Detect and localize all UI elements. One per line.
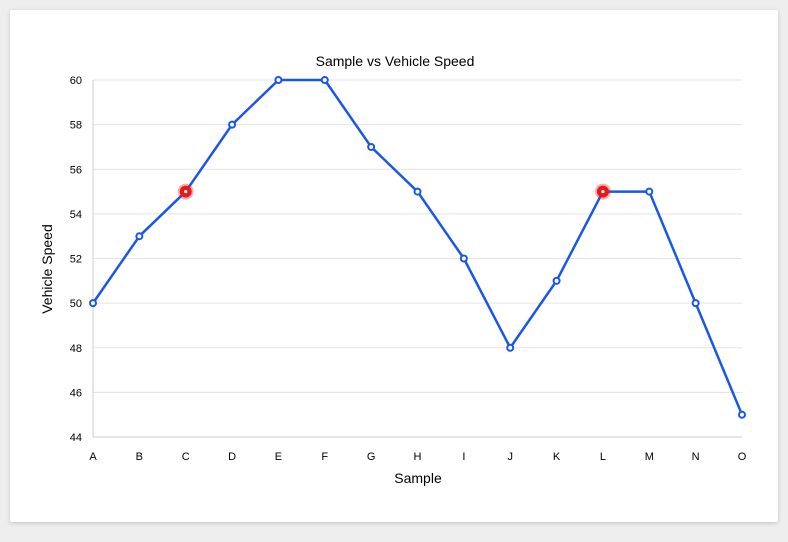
- data-point-highlight-center-L: [601, 189, 605, 194]
- data-point-highlight-center-C: [184, 189, 188, 194]
- x-tick-label-O: O: [738, 451, 747, 463]
- x-tick-label-C: C: [182, 451, 190, 463]
- data-point-G: [367, 142, 376, 151]
- data-point-B: [135, 232, 144, 241]
- x-tick-label-A: A: [89, 451, 97, 463]
- x-tick-label-B: B: [136, 451, 143, 463]
- y-tick-label-60: 60: [70, 75, 82, 87]
- x-axis-title: Sample: [394, 470, 442, 486]
- data-point-O: [738, 410, 746, 419]
- y-axis-title: Vehicle Speed: [39, 224, 55, 314]
- x-tick-label-L: L: [600, 451, 606, 463]
- x-tick-label-I: I: [462, 451, 465, 463]
- x-tick-label-D: D: [228, 451, 236, 463]
- line-chart: Sample vs Vehicle Speed Sample Vehicle S…: [39, 53, 747, 486]
- axes: [92, 80, 742, 438]
- chart-title: Sample vs Vehicle Speed: [316, 53, 475, 69]
- gridlines: [93, 79, 742, 393]
- series-line: [91, 78, 744, 416]
- x-tick-label-F: F: [321, 451, 328, 463]
- chart-card: Sample vs Vehicle Speed Sample Vehicle S…: [10, 10, 778, 522]
- data-point-I: [459, 254, 468, 263]
- data-point-A: [89, 299, 97, 308]
- x-tick-label-H: H: [414, 451, 422, 463]
- x-tick-label-M: M: [645, 451, 654, 463]
- x-tick-label-J: J: [507, 451, 513, 463]
- x-tick-label-K: K: [553, 451, 561, 463]
- y-tick-label-46: 46: [70, 387, 82, 399]
- y-tick-label-48: 48: [70, 343, 82, 355]
- x-tick-label-N: N: [692, 451, 700, 463]
- tick-labels: 44 46 48 50 52 54 56 58 60 A B C D E F G H I J K L M N O: [70, 75, 747, 463]
- series-vehicle-speed: [89, 76, 746, 419]
- data-point-H: [413, 187, 422, 196]
- y-tick-label-56: 56: [70, 164, 82, 176]
- data-point-E: [274, 76, 283, 84]
- data-point-K: [552, 276, 561, 285]
- y-tick-label-54: 54: [70, 209, 82, 221]
- y-tick-label-52: 52: [70, 254, 82, 266]
- data-point-F: [320, 76, 329, 84]
- x-tick-label-E: E: [275, 451, 282, 463]
- data-point-M: [645, 187, 654, 196]
- data-point-J: [506, 343, 515, 352]
- y-tick-label-44: 44: [70, 432, 82, 444]
- data-point-D: [228, 120, 237, 129]
- data-point-N: [691, 299, 700, 308]
- y-tick-label-50: 50: [70, 298, 82, 310]
- x-tick-label-G: G: [367, 451, 376, 463]
- y-tick-label-58: 58: [70, 120, 82, 132]
